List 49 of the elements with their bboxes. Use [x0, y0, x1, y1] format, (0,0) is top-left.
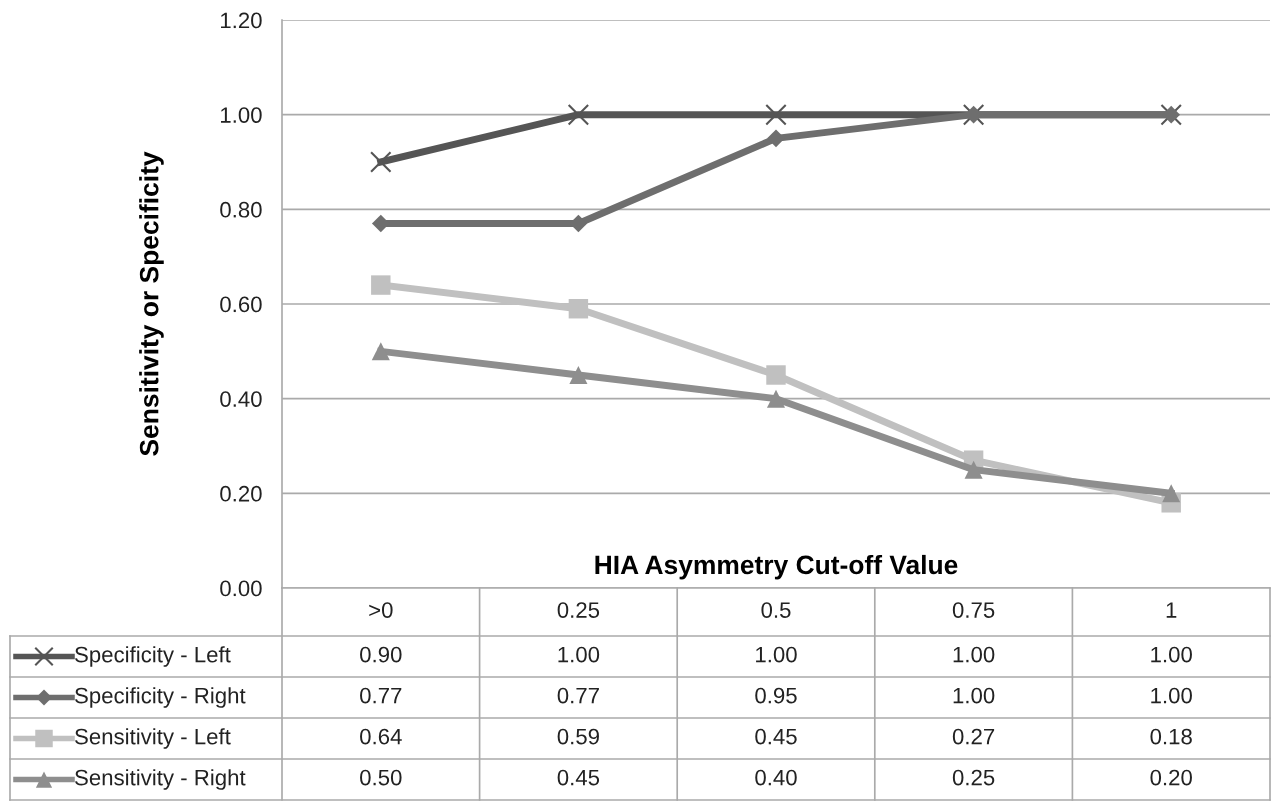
y-tick-label: 1.00 — [221, 107, 262, 123]
y-tick-label: 0.00 — [220, 580, 262, 597]
data-label: 1.00 — [953, 687, 995, 704]
point — [1162, 484, 1181, 503]
y-tick-label: 0.20 — [220, 485, 262, 502]
point — [568, 299, 589, 319]
data-label: 1.00 — [953, 646, 995, 663]
y-tick-label: 0.60 — [220, 296, 262, 313]
point — [766, 365, 786, 385]
x-tick-label: 1 — [1166, 602, 1177, 618]
point — [371, 342, 390, 361]
y-tick-label: 0.40 — [220, 391, 262, 407]
legend-label: Specificity - Right — [75, 687, 246, 708]
point — [567, 103, 590, 126]
data-label: 0.59 — [557, 728, 599, 745]
data-label: 0.45 — [557, 769, 600, 786]
data-label: 1.00 — [756, 646, 797, 663]
point — [569, 365, 588, 385]
data-label: 1.00 — [1151, 646, 1192, 663]
y-tick-label: 0.80 — [220, 201, 262, 218]
data-label: 1.00 — [558, 646, 600, 663]
data-label: 0.77 — [557, 687, 599, 704]
data-label: 0.90 — [360, 646, 402, 663]
x-tick-label: 0.25 — [557, 602, 600, 618]
data-label: 0.45 — [755, 728, 797, 745]
x-tick-label: 0.75 — [952, 602, 995, 618]
data-label: 0.77 — [360, 687, 402, 704]
point — [371, 275, 391, 295]
point — [964, 460, 983, 479]
legend-label: Specificity - Left — [75, 646, 231, 667]
y-tick-label: 1.20 — [221, 12, 262, 29]
point — [370, 151, 392, 173]
x-axis-title: HIA Asymmetry Cut-off Value — [595, 554, 958, 580]
data-label: 0.25 — [952, 769, 995, 786]
point — [766, 389, 786, 408]
x-tick-label: 0.5 — [761, 602, 791, 618]
data-label: 0.40 — [755, 769, 797, 786]
data-label: 0.95 — [755, 687, 797, 704]
data-label: 1.00 — [1151, 687, 1192, 704]
data-label: 0.50 — [360, 769, 402, 786]
data-label: 0.18 — [1150, 728, 1192, 745]
legend-label: Sensitivity - Right — [75, 769, 246, 790]
data-label: 0.20 — [1150, 769, 1192, 786]
legend-label: Sensitivity - Left — [75, 728, 231, 749]
data-label: 0.64 — [360, 728, 402, 745]
y-axis-title: Sensitivity or Specificity — [139, 151, 164, 456]
x-tick-label: >0 — [369, 602, 393, 618]
data-label: 0.27 — [952, 728, 995, 745]
point — [765, 103, 787, 126]
